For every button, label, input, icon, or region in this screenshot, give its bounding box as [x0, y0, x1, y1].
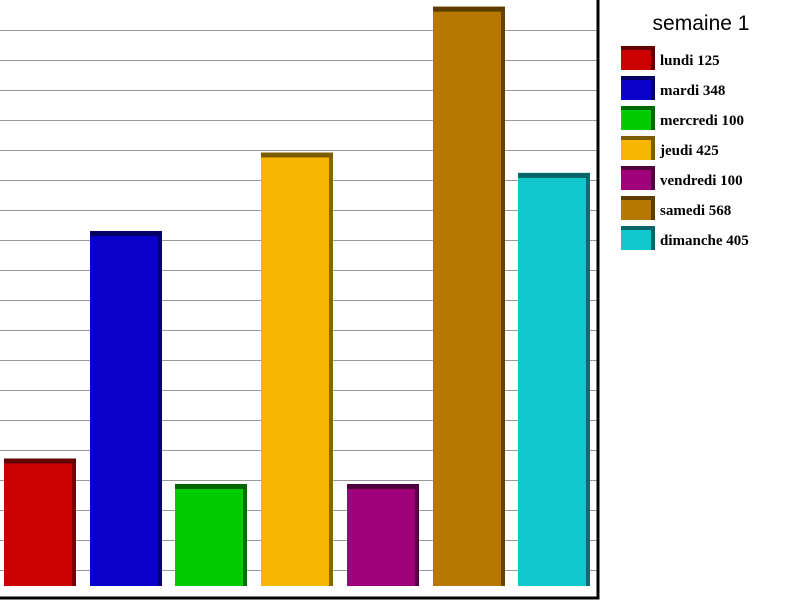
bar-face — [518, 172, 586, 586]
bar-top-shade — [433, 6, 505, 12]
bar-side-shade — [501, 6, 505, 586]
bar-side-shade — [72, 458, 76, 586]
bar-lundi — [4, 458, 76, 586]
legend-label: jeudi 425 — [659, 143, 719, 159]
legend-swatch — [621, 200, 651, 220]
bar-side-shade — [243, 484, 247, 586]
legend-swatch — [621, 110, 651, 130]
legend-title: semaine 1 — [653, 12, 750, 35]
bar-mardi — [90, 231, 162, 587]
legend-label: dimanche 405 — [660, 233, 749, 249]
bar-jeudi — [261, 152, 333, 586]
legend-label: samedi 568 — [660, 203, 731, 219]
legend-label: mardi 348 — [660, 83, 725, 99]
legend-item-mardi: mardi 348 — [621, 76, 725, 100]
bar-top-shade — [347, 484, 419, 489]
legend-item-mercredi: mercredi 100 — [621, 106, 744, 130]
bar-face — [4, 458, 72, 586]
bar-side-shade — [415, 484, 419, 586]
legend-swatch — [621, 140, 651, 160]
bar-top-shade — [90, 231, 162, 237]
legend-item-lundi: lundi 125 — [621, 46, 720, 70]
plot-frame — [0, 0, 600, 600]
bar-top-shade — [175, 484, 247, 489]
bar-top-shade — [518, 172, 590, 178]
bar-top-shade — [4, 458, 76, 464]
legend-swatch — [621, 50, 651, 70]
legend-item-vendredi: vendredi 100 — [621, 166, 743, 190]
legend-swatch — [621, 230, 651, 250]
legend-label: vendredi 100 — [660, 173, 743, 189]
bar-face — [90, 231, 158, 587]
bar-face — [433, 6, 501, 586]
bar-face — [261, 152, 329, 586]
bar-side-shade — [586, 172, 590, 586]
legend-item-samedi: samedi 568 — [621, 196, 731, 220]
bars — [4, 6, 590, 587]
legend-label: mercredi 100 — [660, 113, 744, 129]
legend-label: lundi 125 — [660, 53, 720, 69]
bar-face — [347, 484, 415, 586]
bar-samedi — [433, 6, 505, 586]
bar-dimanche — [518, 172, 590, 586]
bar-vendredi — [347, 484, 419, 586]
legend: semaine 1 lundi 125 mardi 348 mercredi 100… — [621, 12, 749, 250]
legend-item-dimanche: dimanche 405 — [621, 226, 749, 250]
bar-mercredi — [175, 484, 247, 586]
bar-side-shade — [329, 152, 333, 586]
legend-item-jeudi: jeudi 425 — [621, 136, 719, 160]
bar-top-shade — [261, 152, 333, 158]
legend-swatch — [621, 170, 651, 190]
bar-side-shade — [158, 231, 162, 587]
bar-face — [175, 484, 243, 586]
legend-swatch — [621, 80, 651, 100]
